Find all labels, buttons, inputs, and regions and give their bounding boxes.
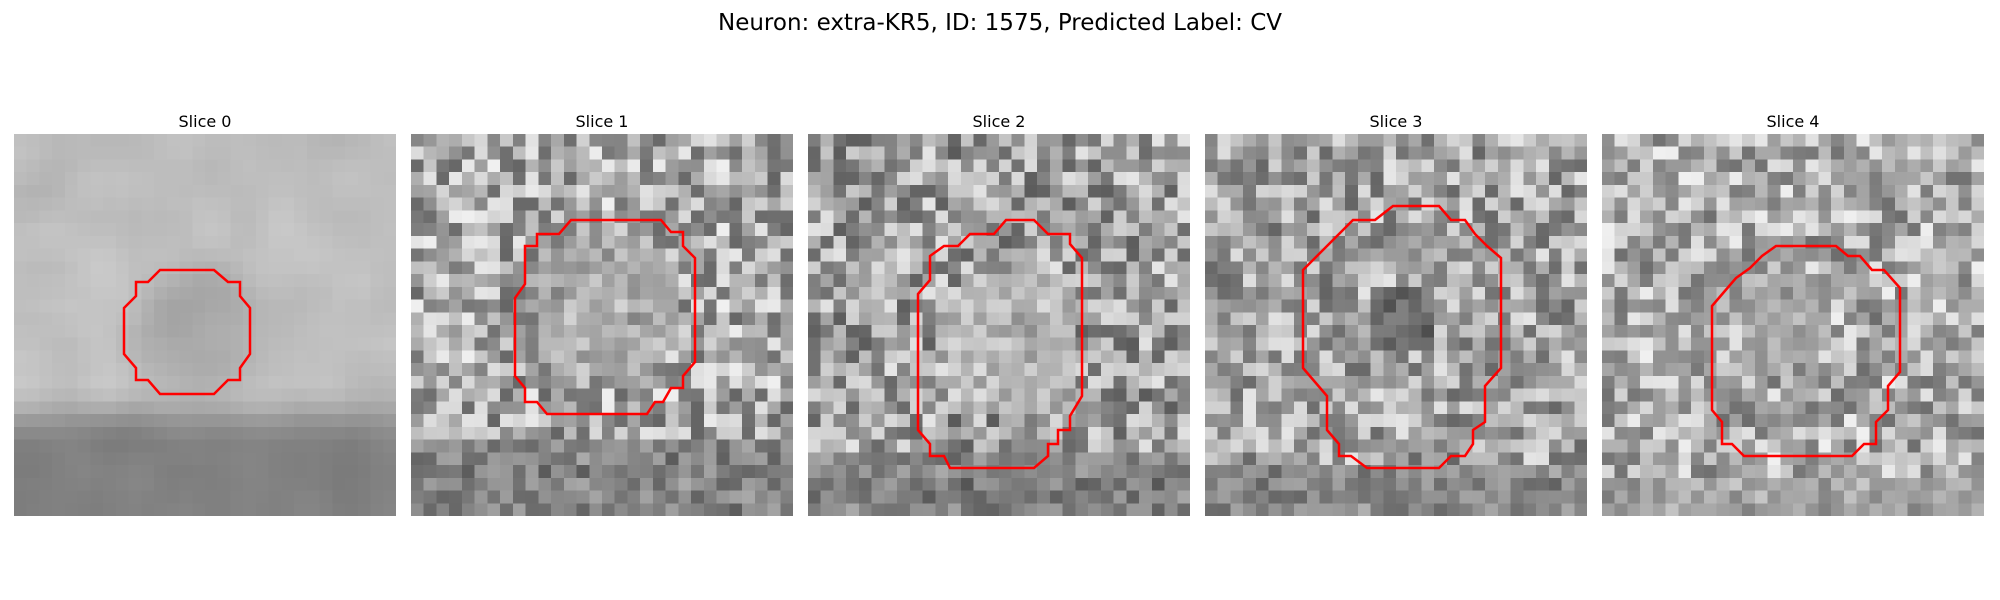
roi-outline-3 <box>1301 204 1503 470</box>
slice-image-4 <box>1602 134 1984 516</box>
slice-panel-0: Slice 0 <box>14 110 396 516</box>
slice-grayscale-4 <box>1602 134 1984 516</box>
roi-outline-2 <box>916 218 1084 470</box>
slice-image-2 <box>808 134 1190 516</box>
slice-grayscale-1 <box>411 134 793 516</box>
slice-image-0 <box>14 134 396 516</box>
slice-title-3: Slice 3 <box>1369 112 1423 131</box>
roi-outline-4 <box>1710 244 1902 458</box>
slice-title-2: Slice 2 <box>972 112 1026 131</box>
roi-outline-1 <box>513 218 697 416</box>
slice-grayscale-3 <box>1205 134 1587 516</box>
roi-outline-0 <box>122 268 252 396</box>
slice-image-3 <box>1205 134 1587 516</box>
slice-panel-3: Slice 3 <box>1205 110 1587 516</box>
slice-panel-1: Slice 1 <box>411 110 793 516</box>
slice-grayscale-2 <box>808 134 1190 516</box>
slice-panel-2: Slice 2 <box>808 110 1190 516</box>
figure-title: Neuron: extra-KR5, ID: 1575, Predicted L… <box>717 10 1283 36</box>
slice-image-1 <box>411 134 793 516</box>
slice-title-0: Slice 0 <box>178 112 232 131</box>
slice-grayscale-0 <box>14 134 396 516</box>
slice-title-4: Slice 4 <box>1766 112 1820 131</box>
slice-title-1: Slice 1 <box>575 112 629 131</box>
slice-panel-4: Slice 4 <box>1602 110 1984 516</box>
